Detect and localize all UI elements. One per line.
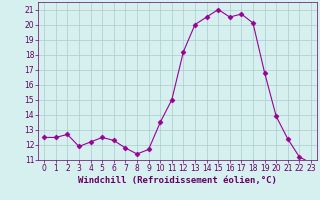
X-axis label: Windchill (Refroidissement éolien,°C): Windchill (Refroidissement éolien,°C): [78, 176, 277, 185]
